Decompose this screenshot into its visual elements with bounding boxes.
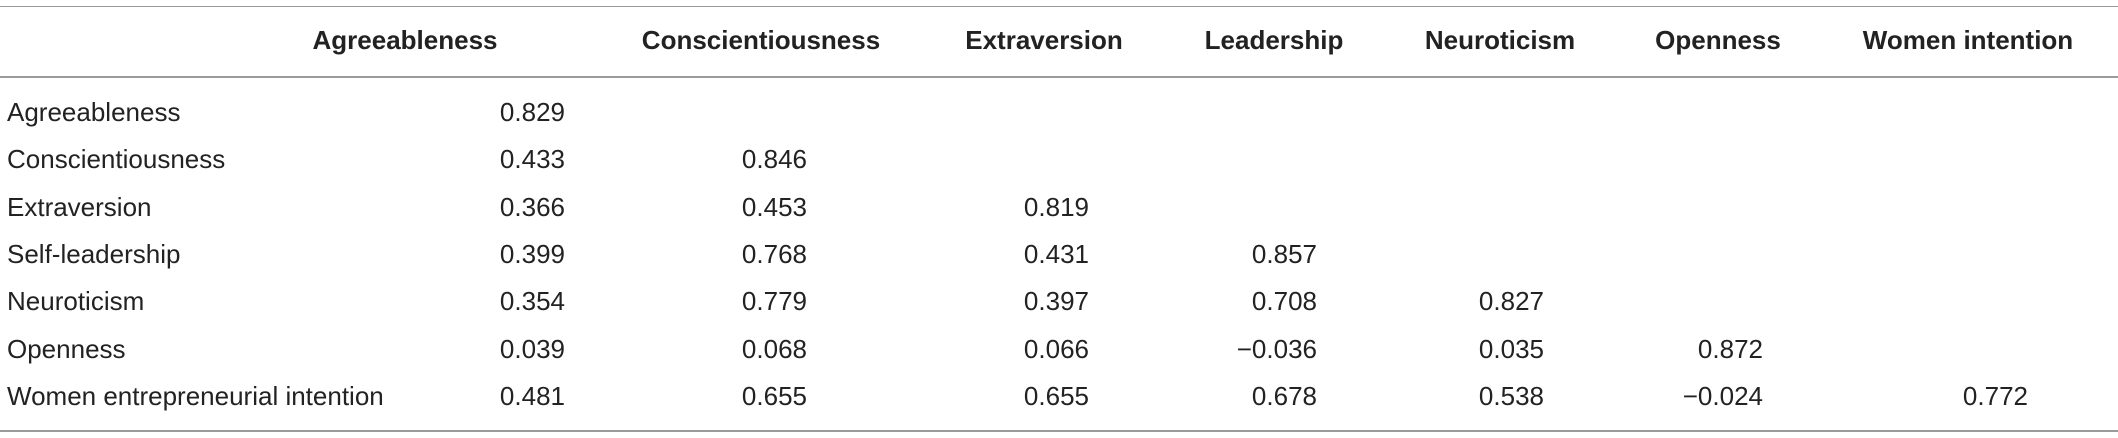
row-label: Openness [7, 333, 126, 364]
cell-value: 0.768 [741, 238, 807, 269]
cell-value: 0.399 [499, 238, 565, 269]
column-header: Neuroticism [1424, 25, 1576, 55]
cell-value: 0.039 [499, 333, 565, 364]
cell-value: 0.397 [1023, 286, 1089, 317]
cell-value: 0.453 [741, 191, 807, 222]
cell-value: 0.066 [1023, 333, 1089, 364]
row-label: Self-leadership [7, 238, 181, 269]
column-header: Agreeableness [312, 25, 498, 55]
cell-value: −0.024 [1682, 380, 1763, 411]
cell-value: 0.481 [499, 380, 565, 411]
cell-value: 0.846 [741, 144, 807, 175]
cell-value: 0.829 [499, 97, 565, 127]
column-header: Extraversion [965, 25, 1123, 55]
cell-value: 0.433 [499, 144, 565, 175]
cell-value: 0.827 [1478, 286, 1544, 317]
cell-value: 0.678 [1251, 380, 1317, 411]
bottom-rule [0, 430, 2118, 432]
cell-value: 0.819 [1023, 191, 1089, 222]
column-header: Conscientiousness [641, 25, 881, 55]
cell-value: 0.655 [1023, 380, 1089, 411]
column-header: Women intention [1862, 25, 2074, 55]
column-header: Leadership [1204, 25, 1344, 55]
cell-value: 0.538 [1478, 380, 1544, 411]
cell-value: 0.857 [1251, 238, 1317, 269]
cell-value: 0.655 [741, 380, 807, 411]
cell-value: 0.354 [499, 286, 565, 317]
header-rule [0, 76, 2118, 78]
top-rule [0, 6, 2118, 7]
cell-value: 0.708 [1251, 286, 1317, 317]
cell-value: 0.779 [741, 286, 807, 317]
column-header: Openness [1655, 25, 1781, 55]
row-label: Agreeableness [7, 97, 181, 127]
cell-value: 0.431 [1023, 238, 1089, 269]
row-label: Neuroticism [7, 286, 145, 317]
row-label: Women entrepreneurial intention [7, 380, 384, 411]
row-label: Extraversion [7, 191, 152, 222]
cell-value: 0.872 [1697, 333, 1763, 364]
cell-value: −0.036 [1236, 333, 1317, 364]
cell-value: 0.772 [1962, 380, 2028, 411]
cell-value: 0.366 [499, 191, 565, 222]
row-label: Conscientiousness [7, 144, 226, 175]
cell-value: 0.068 [741, 333, 807, 364]
cell-value: 0.035 [1478, 333, 1544, 364]
